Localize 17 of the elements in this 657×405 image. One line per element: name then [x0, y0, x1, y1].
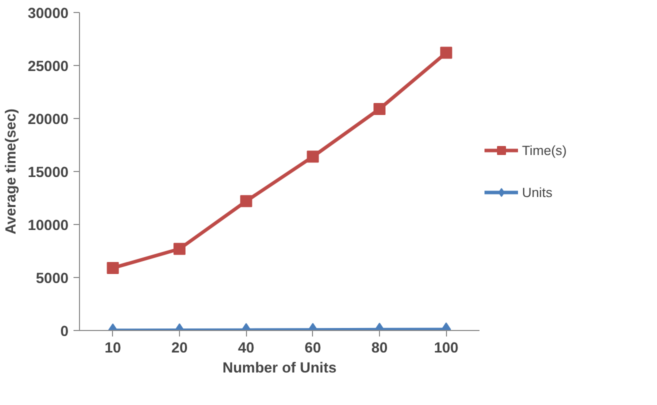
legend-label: Units: [522, 184, 552, 200]
y-tick-label: 5000: [36, 271, 69, 287]
y-axis-title: Average time(sec): [4, 108, 20, 234]
x-tick-label: 60: [304, 340, 321, 356]
x-tick-label: 20: [171, 340, 188, 356]
y-tick-label: 15000: [28, 165, 69, 181]
x-tick-label: 100: [434, 340, 458, 356]
legend-label: Time(s): [522, 142, 567, 158]
x-tick-label: 10: [104, 340, 121, 356]
x-tick-label: 80: [371, 340, 388, 356]
y-tick-label: 30000: [28, 6, 69, 22]
x-tick-label: 40: [238, 340, 254, 356]
y-tick-label: 10000: [28, 218, 69, 234]
y-tick-label: 0: [60, 324, 69, 340]
y-tick-label: 25000: [28, 59, 69, 75]
y-tick-label: 20000: [28, 112, 69, 128]
x-axis-title: Number of Units: [222, 360, 337, 376]
